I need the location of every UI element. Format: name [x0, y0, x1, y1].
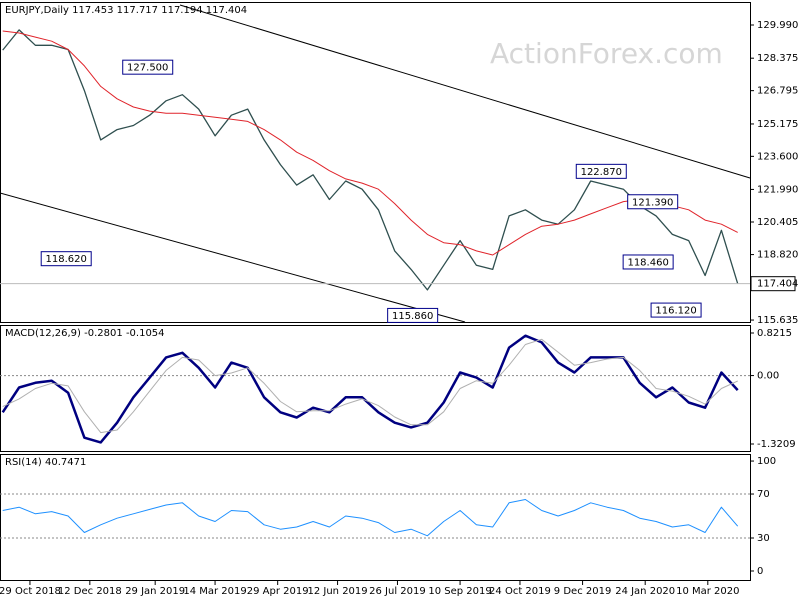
annotation-box	[627, 194, 679, 210]
symbol: EURJPY,Daily	[5, 5, 69, 16]
y-tick-label: 129.990	[757, 20, 798, 31]
x-tick-label: 24 Jan 2020	[615, 586, 675, 597]
rsi-frame	[0, 454, 751, 581]
annotation-label: 115.860	[392, 311, 433, 322]
x-tick-label: 10 Sep 2019	[428, 586, 491, 597]
channel-upper	[179, 4, 751, 179]
x-tick-label: 12 Dec 2018	[58, 586, 122, 597]
annotation-box	[387, 307, 439, 323]
signal-value: -0.1054	[126, 328, 165, 339]
y-tick-label: 0.00	[757, 371, 779, 382]
x-tick-label: 29 Oct 2018	[0, 586, 61, 597]
x-tick-label: 10 Mar 2020	[676, 586, 739, 597]
macd-frame	[0, 325, 751, 452]
x-tick-label: 29 Jan 2019	[125, 586, 185, 597]
annotation-label: 122.870	[581, 167, 622, 178]
rsi-header: RSI(14) 40.7471	[5, 457, 86, 468]
annotation-label: 127.500	[127, 63, 168, 74]
annotation-box	[575, 163, 627, 179]
rsi-value: 40.7471	[45, 457, 86, 468]
y-tick-label: 0	[757, 566, 763, 577]
macd-value: -0.2801	[84, 328, 123, 339]
low: 117.194	[161, 5, 202, 16]
channel-lower	[0, 192, 466, 323]
y-tick-label: 70	[757, 489, 770, 500]
annotation-box	[122, 59, 174, 75]
x-tick-label: 29 Apr 2019	[247, 586, 309, 597]
x-tick-label: 12 Jun 2019	[307, 586, 367, 597]
y-tick-label: 121.990	[757, 184, 798, 195]
x-tick-label: 24 Oct 2019	[489, 586, 551, 597]
y-tick-label: 128.375	[757, 53, 798, 64]
series-line	[2, 30, 738, 256]
y-tick-label: 100	[757, 456, 776, 467]
x-tick-label: 26 Jul 2019	[369, 586, 426, 597]
high: 117.717	[117, 5, 158, 16]
series-line	[2, 499, 739, 537]
price-header: EURJPY,Daily 117.453 117.717 117.194 117…	[5, 5, 247, 16]
price-frame	[0, 2, 751, 323]
series-line	[2, 29, 739, 291]
y-tick-label: 115.635	[757, 315, 798, 326]
y-tick-label: 120.405	[757, 217, 798, 228]
series-line	[1, 334, 739, 444]
series-line	[2, 338, 738, 434]
open: 117.453	[72, 5, 113, 16]
rsi-title: RSI(14)	[5, 457, 42, 468]
macd-header: MACD(12,26,9) -0.2801 -0.1054	[5, 328, 165, 339]
annotation-label: 116.120	[655, 306, 696, 317]
close: 117.404	[206, 5, 247, 16]
y-tick-label: -1.3209	[757, 439, 796, 450]
y-tick-label: 30	[757, 533, 770, 544]
macd-title: MACD(12,26,9)	[5, 328, 81, 339]
y-tick-label: 118.820	[757, 250, 798, 261]
annotation-box	[622, 254, 674, 270]
last-price-box	[750, 276, 796, 292]
last-price-label: 117.404	[757, 279, 798, 290]
x-tick-label: 14 Mar 2019	[183, 586, 246, 597]
annotation-label: 118.620	[46, 254, 87, 265]
y-tick-label: 123.600	[757, 151, 798, 162]
watermark: ActionForex.com	[490, 37, 723, 70]
y-tick-label: 126.795	[757, 86, 798, 97]
y-tick-label: 0.8215	[757, 328, 792, 339]
annotation-label: 118.460	[627, 257, 668, 268]
annotation-box	[650, 302, 702, 318]
y-tick-label: 125.175	[757, 119, 798, 130]
annotation-label: 121.390	[632, 197, 673, 208]
x-tick-label: 9 Dec 2019	[554, 586, 612, 597]
annotation-box	[40, 251, 92, 267]
